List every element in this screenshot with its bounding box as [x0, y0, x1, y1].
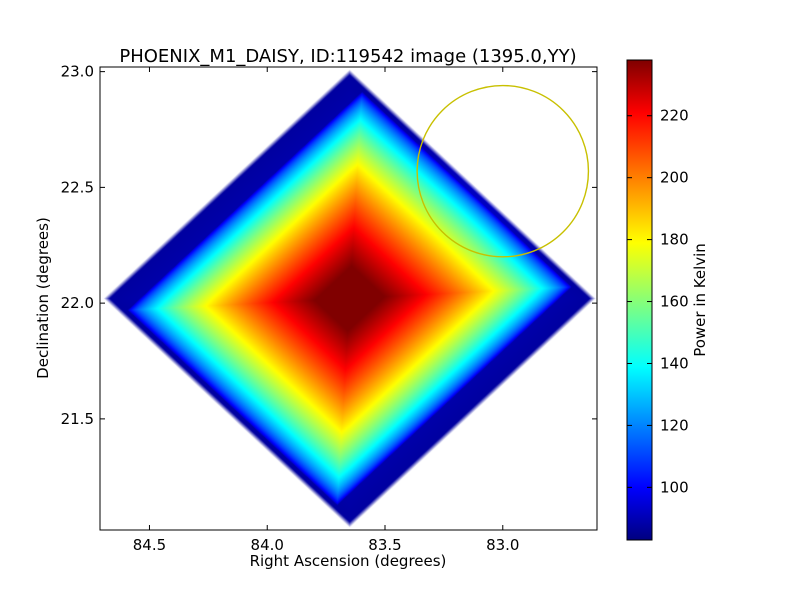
y-axis-label: Declination (degrees): [34, 217, 52, 379]
chart-title: PHOENIX_M1_DAISY, ID:119542 image (1395.…: [119, 46, 576, 67]
colorbar-tick-label: 200: [660, 169, 689, 187]
colorbar-tick-label: 180: [660, 231, 689, 249]
colorbar-tick-label: 160: [660, 293, 689, 311]
y-tick-label: 23.0: [61, 63, 94, 81]
colorbar-tick-label: 120: [660, 416, 689, 434]
x-tick-label: 84.5: [133, 536, 166, 554]
heatmap-area: [100, 67, 597, 530]
x-tick-label: 84.0: [251, 536, 284, 554]
colorbar-tick-label: 220: [660, 107, 689, 125]
colorbar-label: Power in Kelvin: [691, 243, 709, 357]
y-axis-ticks: 21.5 22.0 22.5 23.0: [61, 63, 597, 428]
heatmap-image: [100, 67, 597, 530]
y-tick-label: 21.5: [61, 410, 94, 428]
colorbar-tick-label: 140: [660, 354, 689, 372]
x-tick-label: 83.0: [486, 536, 519, 554]
x-axis-label: Right Ascension (degrees): [250, 552, 447, 570]
x-axis-ticks: 84.5 84.0 83.5 83.0: [133, 67, 519, 554]
colorbar-tick-label: 100: [660, 478, 689, 496]
colorbar: [626, 59, 653, 541]
overlay-circle: [416, 84, 590, 258]
y-tick-label: 22.0: [61, 294, 94, 312]
plot-frame: [99, 66, 598, 531]
colorbar-ticks: 100 120 140 160 180 200 220: [627, 107, 689, 496]
y-tick-label: 22.5: [61, 178, 94, 196]
x-tick-label: 83.5: [368, 536, 401, 554]
